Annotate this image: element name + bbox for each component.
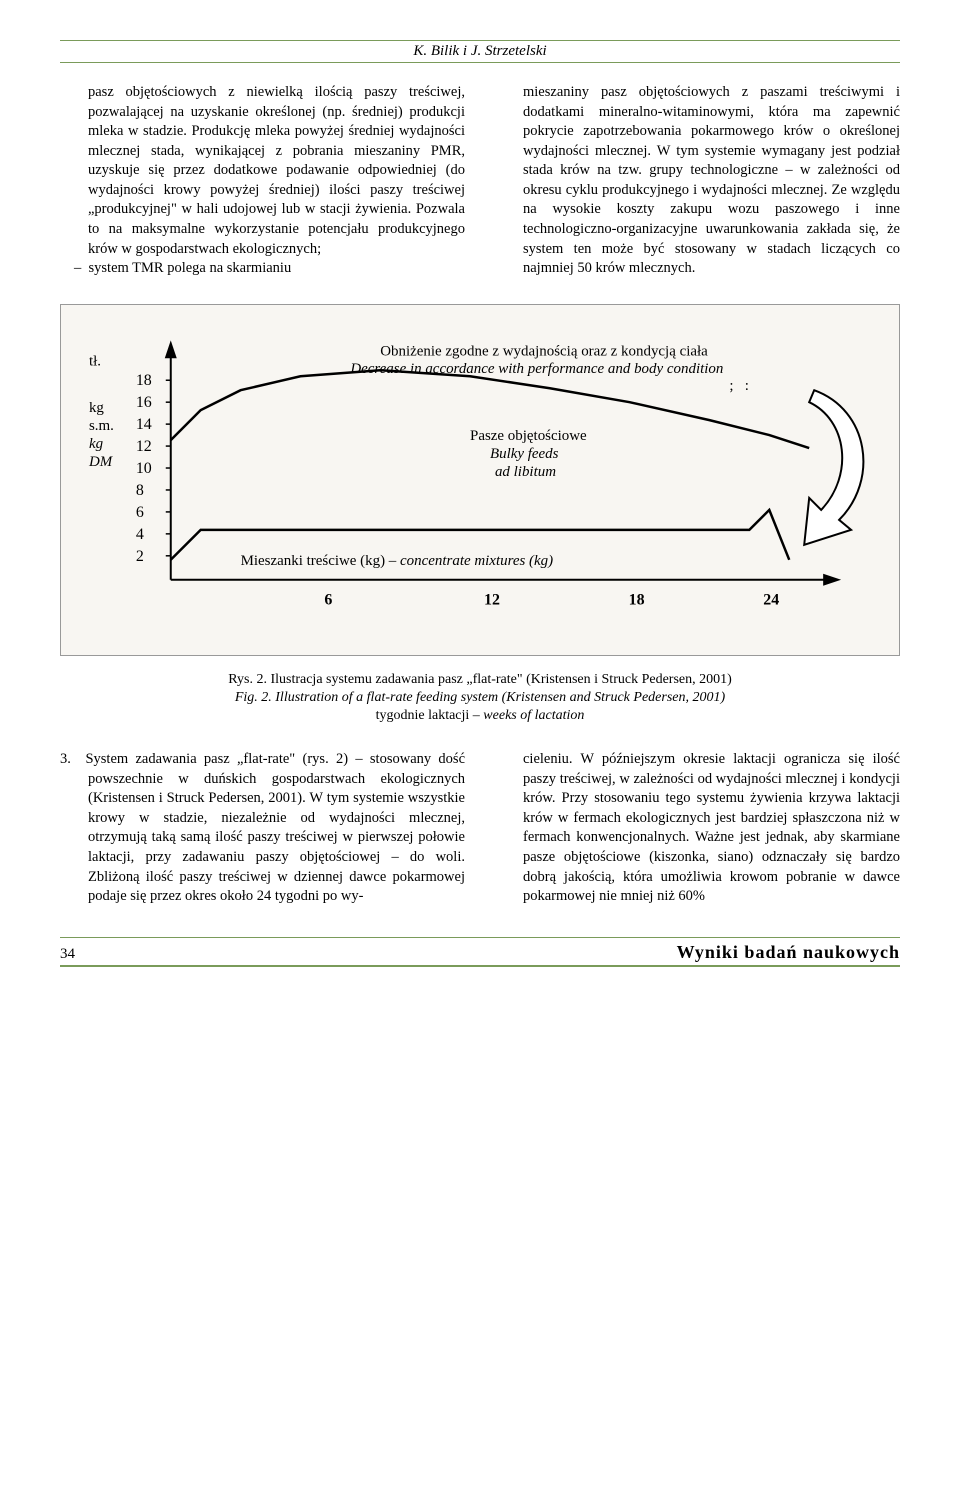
column-right: mieszaniny pasz objętościowych z paszami… bbox=[495, 83, 900, 279]
page-footer: 34 Wyniki badań naukowych bbox=[60, 937, 900, 967]
lower-columns: 3. System zadawania pasz „flat-rate" (ry… bbox=[60, 750, 900, 907]
y-ticks: 18 16 14 12 10 8 6 4 2 bbox=[136, 372, 171, 565]
lower-col2: cieleniu. W późniejszym okresie laktacji… bbox=[523, 751, 900, 904]
list-number: 3. bbox=[60, 751, 71, 767]
y-tick-label: 12 bbox=[136, 438, 152, 455]
curved-arrow-icon bbox=[804, 390, 863, 545]
running-head: K. Bilik i J. Strzetelski bbox=[60, 40, 900, 63]
y-tick-label: 4 bbox=[136, 525, 144, 542]
figure-chart: tł. kg s.m. kg DM 18 16 14 12 10 8 6 4 2 6 12 18 24… bbox=[71, 315, 889, 635]
y-tick-label: 8 bbox=[136, 482, 144, 499]
figure-caption: Rys. 2. Ilustracja systemu zadawania pas… bbox=[100, 671, 860, 726]
lower-column-left: 3. System zadawania pasz „flat-rate" (ry… bbox=[60, 750, 465, 907]
caption-line3: tygodnie laktacji – weeks of lactation bbox=[100, 707, 860, 725]
caption-line1: Rys. 2. Ilustracja systemu zadawania pas… bbox=[100, 671, 860, 689]
y-tick-label: 16 bbox=[136, 394, 152, 411]
fig-text-low: Mieszanki treściwe (kg) – concentrate mi… bbox=[241, 552, 554, 568]
ylabel-tl: tł. bbox=[89, 353, 101, 369]
ylabel-kg: kg bbox=[89, 400, 104, 416]
y-tick-label: 2 bbox=[136, 547, 144, 564]
body-col1: pasz objętościowych z niewielką ilością … bbox=[88, 84, 465, 257]
authors: K. Bilik i J. Strzetelski bbox=[413, 43, 546, 59]
x-tick-label: 12 bbox=[484, 591, 500, 608]
body-col1-sys: system TMR polega na skarmianiu bbox=[89, 260, 292, 276]
x-axis-arrow bbox=[823, 573, 841, 585]
body-col2: mieszaniny pasz objętościowych z paszami… bbox=[523, 84, 900, 276]
y-tick-label: 14 bbox=[136, 416, 152, 433]
caption-line2: Fig. 2. Illustration of a flat-rate feed… bbox=[100, 689, 860, 707]
fig-text-mid-ad: ad libitum bbox=[495, 464, 556, 480]
ylabel-dm: DM bbox=[88, 454, 114, 470]
y-axis-arrow bbox=[165, 340, 177, 358]
ylabel-sm: s.m. bbox=[89, 418, 114, 434]
lower-column-right: cieleniu. W późniejszym okresie laktacji… bbox=[495, 750, 900, 907]
x-ticks: 6 12 18 24 bbox=[324, 591, 779, 608]
decorative-dots: ; : bbox=[729, 378, 749, 394]
fig-text-top-pl: Obniżenie zgodne z wydajnością oraz z ko… bbox=[380, 343, 708, 359]
column-left: pasz objętościowych z niewielką ilością … bbox=[60, 83, 465, 279]
chart-svg: tł. kg s.m. kg DM 18 16 14 12 10 8 6 4 2 6 12 18 24… bbox=[71, 315, 889, 635]
body-columns: pasz objętościowych z niewielką ilością … bbox=[60, 83, 900, 279]
figure-2: tł. kg s.m. kg DM 18 16 14 12 10 8 6 4 2 6 12 18 24… bbox=[60, 304, 900, 656]
lower-col1: System zadawania pasz „flat-rate" (rys. … bbox=[85, 751, 465, 904]
ylabel-kg-it: kg bbox=[89, 436, 104, 452]
section-title: Wyniki badań naukowych bbox=[677, 942, 900, 963]
fig-text-mid-pl: Pasze objętościowe bbox=[470, 428, 587, 444]
fig-text-mid-en: Bulky feeds bbox=[490, 446, 559, 462]
x-tick-label: 6 bbox=[324, 591, 332, 608]
x-tick-label: 24 bbox=[763, 591, 779, 608]
fig-text-top-en: Decrease in accordance with performance … bbox=[349, 361, 723, 377]
y-tick-label: 6 bbox=[136, 504, 144, 521]
page: K. Bilik i J. Strzetelski pasz objętości… bbox=[0, 0, 960, 977]
y-tick-label: 10 bbox=[136, 460, 152, 477]
page-number: 34 bbox=[60, 946, 75, 963]
x-tick-label: 18 bbox=[629, 591, 645, 608]
y-tick-label: 18 bbox=[136, 372, 152, 389]
